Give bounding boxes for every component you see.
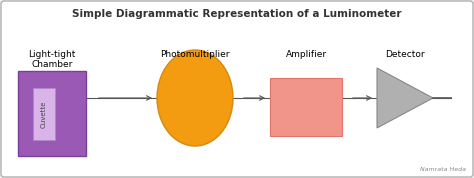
Text: Cuvette: Cuvette [41, 100, 47, 128]
Text: Light-tight
Chamber: Light-tight Chamber [28, 50, 76, 69]
Ellipse shape [157, 50, 233, 146]
Bar [18, 71, 86, 156]
Text: Detector: Detector [385, 50, 425, 59]
Bar [270, 78, 342, 136]
Text: Photomultiplier: Photomultiplier [160, 50, 230, 59]
Text: Namrata Heda: Namrata Heda [420, 167, 466, 172]
Text: Amplifier: Amplifier [285, 50, 327, 59]
Bar [33, 88, 55, 140]
Text: Simple Diagrammatic Representation of a Luminometer: Simple Diagrammatic Representation of a … [72, 9, 402, 19]
Polygon shape [377, 68, 433, 128]
